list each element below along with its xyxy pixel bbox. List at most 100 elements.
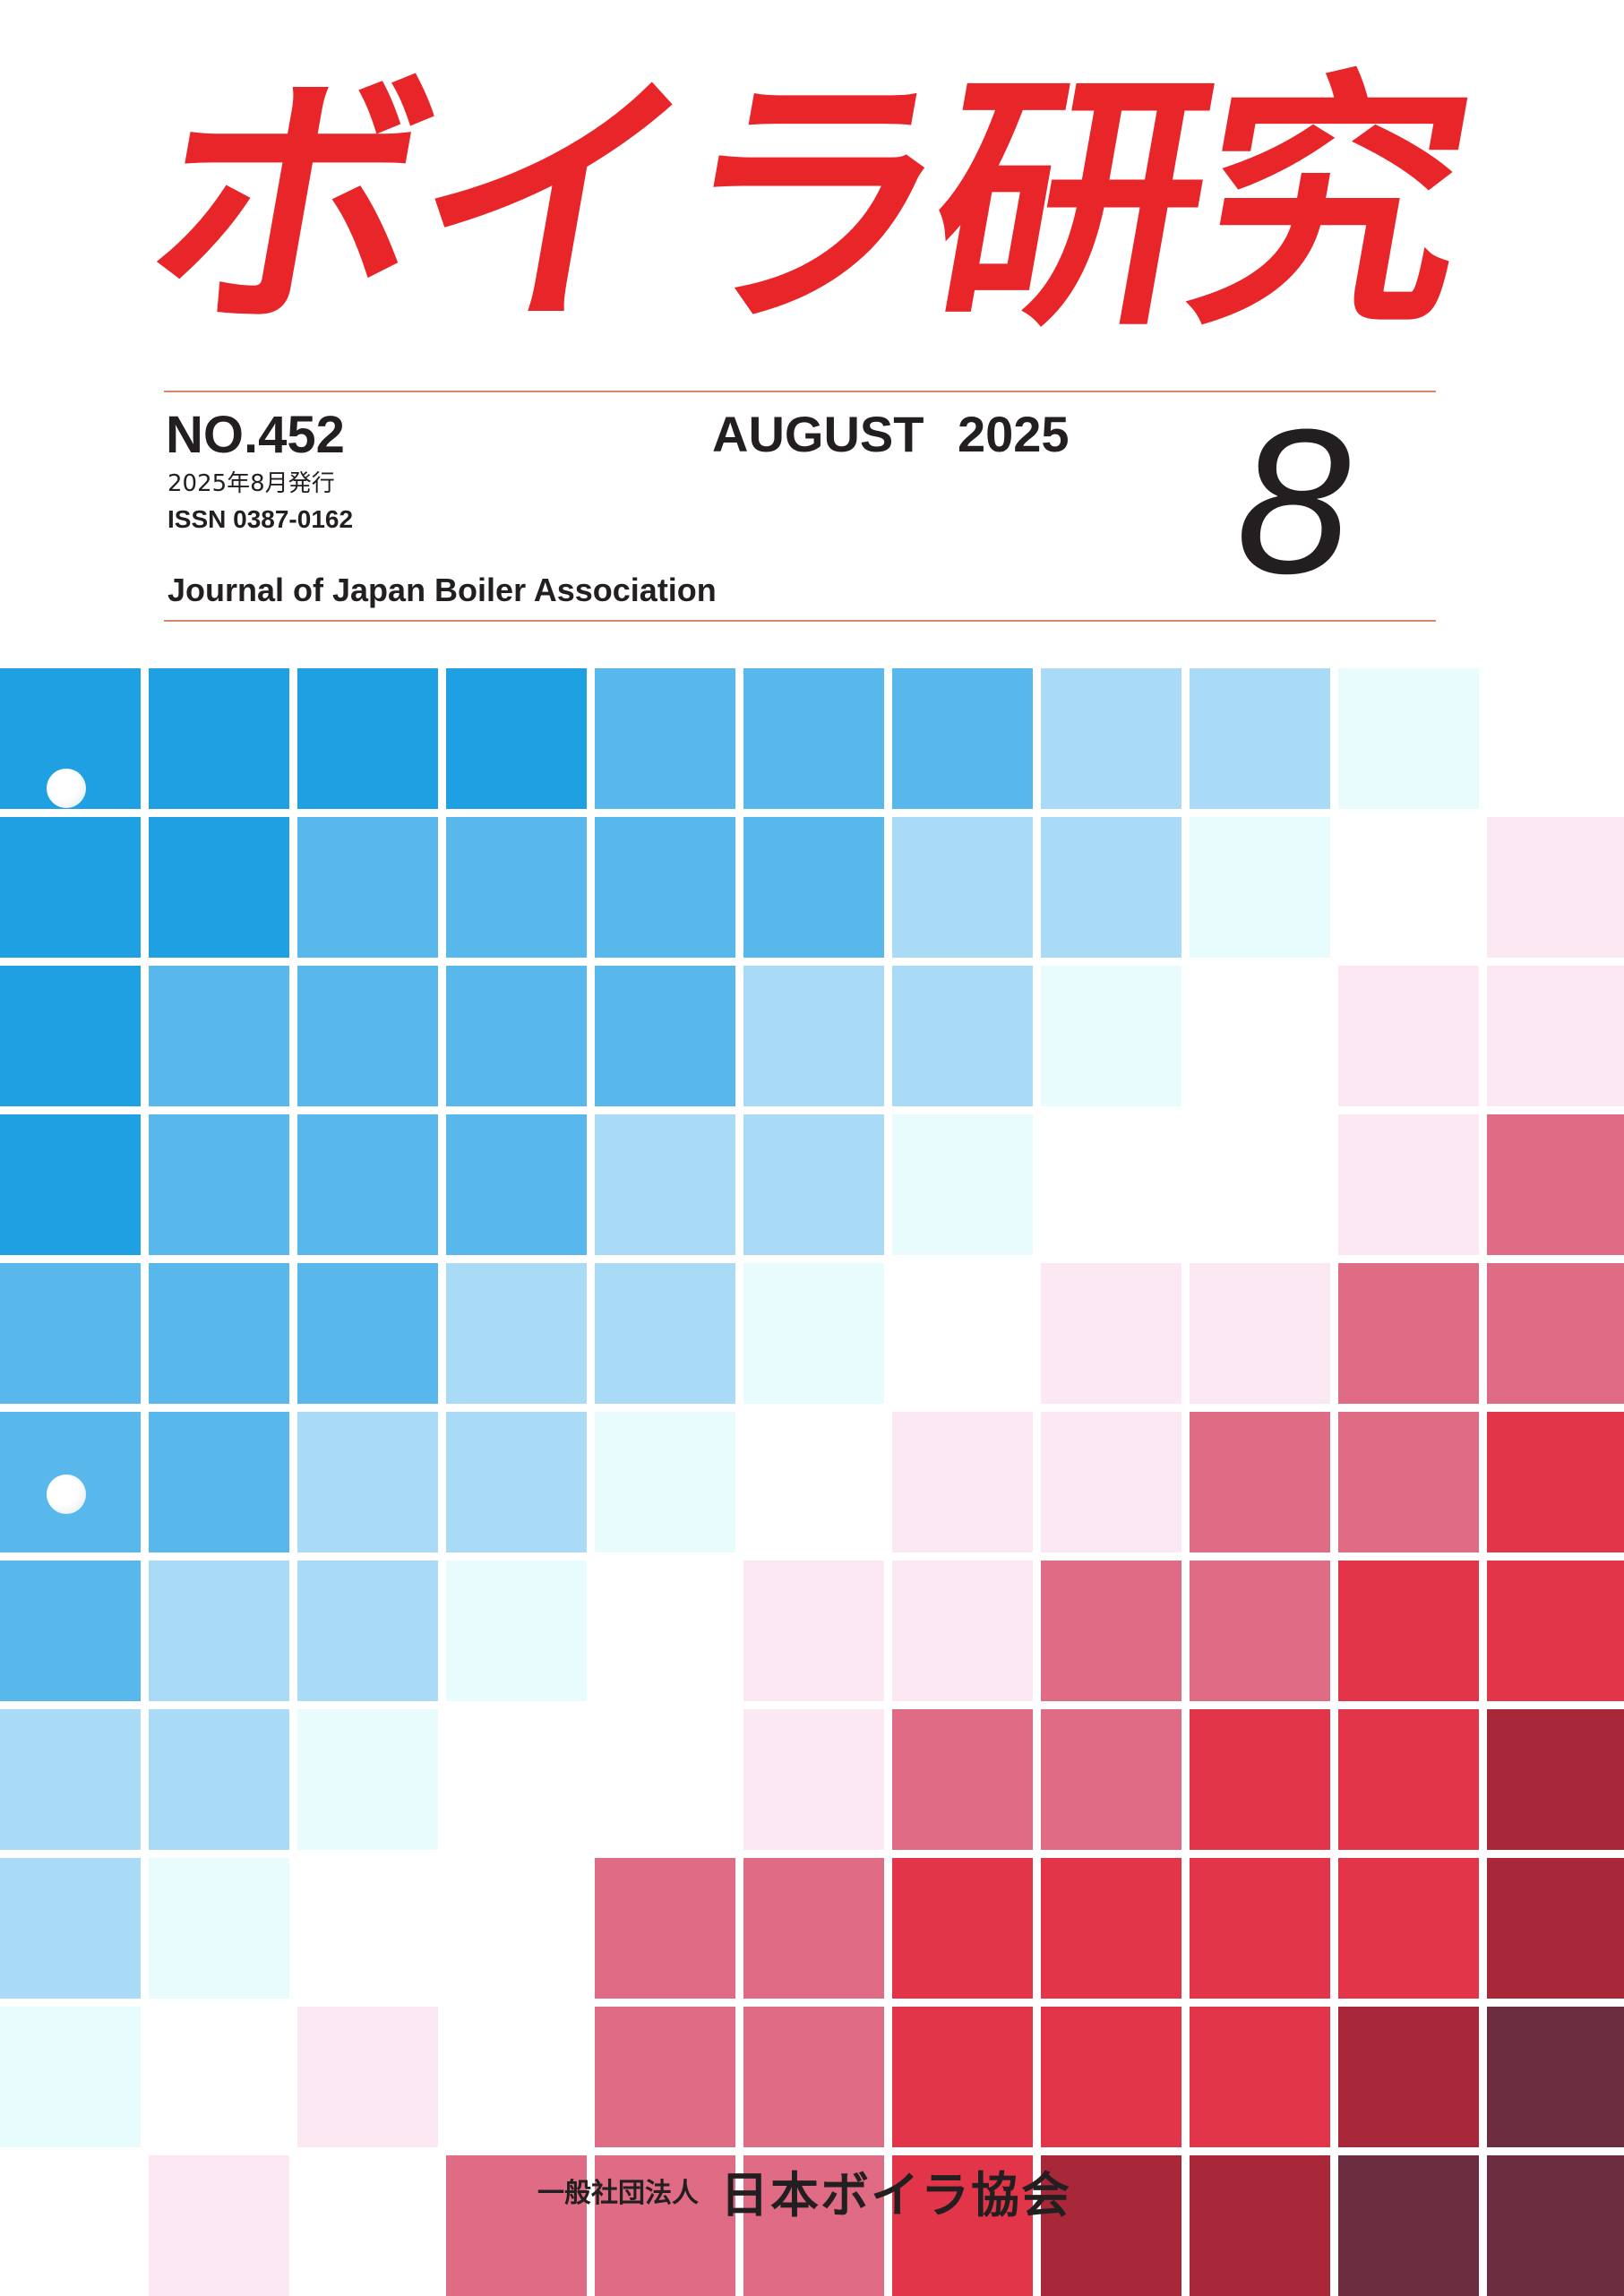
mosaic-tile — [892, 966, 1033, 1106]
mosaic-tile — [446, 1263, 587, 1404]
mosaic-tile — [0, 2155, 141, 2296]
mosaic-tile — [1190, 1263, 1330, 1404]
mosaic-tile — [0, 2007, 141, 2147]
mosaic-tile — [743, 817, 884, 958]
mosaic-tile — [297, 1412, 438, 1552]
mosaic-tile — [1338, 1263, 1479, 1404]
mosaic-tile — [1041, 1858, 1181, 1999]
mosaic-tile — [1338, 1858, 1479, 1999]
mosaic-tile — [0, 1263, 141, 1404]
mosaic-tile — [1338, 1412, 1479, 1552]
mosaic-tile — [297, 1709, 438, 1850]
mosaic-tile — [595, 1561, 735, 1701]
mosaic-tile — [1487, 668, 1624, 809]
mosaic-tile — [297, 1114, 438, 1255]
mosaic-tile — [1338, 2007, 1479, 2147]
mosaic-tile — [743, 1858, 884, 1999]
mosaic-tile — [743, 1263, 884, 1404]
mosaic-tile — [892, 817, 1033, 958]
mosaic-tile — [1190, 1114, 1330, 1255]
mosaic-tile — [1190, 966, 1330, 1106]
month-year: AUGUST 2025 — [712, 406, 1070, 462]
mosaic-tile — [149, 1858, 289, 1999]
mosaic-tile — [743, 2155, 884, 2296]
issue-date: 2025年8月発行 — [168, 470, 335, 497]
mosaic-tile — [743, 1709, 884, 1850]
mosaic-tile — [297, 668, 438, 809]
mosaic-tile — [446, 1709, 587, 1850]
mosaic-tile — [1487, 1561, 1624, 1701]
mosaic-tile — [446, 966, 587, 1106]
mosaic-tile — [1190, 1412, 1330, 1552]
bottom-divider — [164, 620, 1436, 622]
top-divider — [164, 391, 1436, 392]
punch-hole — [47, 769, 86, 808]
mosaic-tile — [1041, 668, 1181, 809]
mosaic-tile — [297, 2007, 438, 2147]
mosaic-tile — [1041, 1412, 1181, 1552]
mosaic-tile — [446, 2007, 587, 2147]
mosaic-tile — [1487, 1709, 1624, 1850]
mosaic-tile — [1487, 1263, 1624, 1404]
mosaic-tile — [0, 1561, 141, 1701]
mosaic-tile — [1190, 668, 1330, 809]
mosaic-tile — [1190, 2155, 1330, 2296]
mosaic-tile — [743, 966, 884, 1106]
mosaic-tile — [1041, 817, 1181, 958]
mosaic-tile — [1041, 1263, 1181, 1404]
mosaic-tile — [1190, 1709, 1330, 1850]
mosaic-tile — [0, 1858, 141, 1999]
mosaic-tile — [1190, 817, 1330, 958]
mosaic-tile — [1487, 966, 1624, 1106]
mosaic-tile — [1487, 2007, 1624, 2147]
mosaic-tile — [1487, 817, 1624, 958]
mosaic-tile — [892, 1263, 1033, 1404]
publisher-prefix: 一般社団法人 — [537, 2178, 699, 2209]
mosaic-tile — [1487, 1114, 1624, 1255]
mosaic-tile — [892, 1709, 1033, 1850]
mosaic-tile — [446, 2155, 587, 2296]
mosaic-tile — [446, 817, 587, 958]
mosaic-tile — [1190, 1858, 1330, 1999]
mosaic-tile — [446, 1412, 587, 1552]
mosaic-tile — [149, 1114, 289, 1255]
mosaic-tile — [892, 1114, 1033, 1255]
mosaic-tile — [149, 1709, 289, 1850]
publisher-name: 日本ボイラ協会 — [720, 2166, 1071, 2223]
month-number: 8 — [1236, 386, 1351, 616]
punch-hole — [47, 1475, 86, 1514]
mosaic-tile — [149, 1561, 289, 1701]
mosaic-tile — [743, 668, 884, 809]
issn: ISSN 0387-0162 — [168, 505, 354, 533]
mosaic-tile — [1338, 1561, 1479, 1701]
mosaic-tile — [595, 1709, 735, 1850]
mosaic-tile — [297, 817, 438, 958]
mosaic-tile — [892, 1858, 1033, 1999]
mosaic-tile — [297, 1561, 438, 1701]
mosaic-tile — [149, 1263, 289, 1404]
mosaic-tile — [446, 1561, 587, 1701]
mosaic-tile — [149, 1412, 289, 1552]
magazine-title: ボイラ研究 — [129, 49, 1483, 362]
issue-number: NO.452 — [166, 406, 345, 464]
mosaic-tile — [0, 1709, 141, 1850]
mosaic-tile — [892, 2007, 1033, 2147]
mosaic-tile — [892, 1412, 1033, 1552]
mosaic-tile — [1041, 1709, 1181, 1850]
mosaic-tile — [1338, 966, 1479, 1106]
mosaic-tile — [595, 2155, 735, 2296]
mosaic-tile — [149, 817, 289, 958]
mosaic-tile — [297, 1858, 438, 1999]
mosaic-tile — [149, 2155, 289, 2296]
mosaic-tile — [1190, 1561, 1330, 1701]
mosaic-tile — [595, 1858, 735, 1999]
mosaic-tile — [743, 1561, 884, 1701]
mosaic-tile — [1487, 2155, 1624, 2296]
mosaic-tile — [149, 966, 289, 1106]
mosaic-tile — [149, 668, 289, 809]
mosaic-tile — [595, 966, 735, 1106]
mosaic-tile — [1487, 1858, 1624, 1999]
mosaic-tile — [446, 1114, 587, 1255]
publisher: 一般社団法人 日本ボイラ協会 — [537, 2159, 1071, 2223]
